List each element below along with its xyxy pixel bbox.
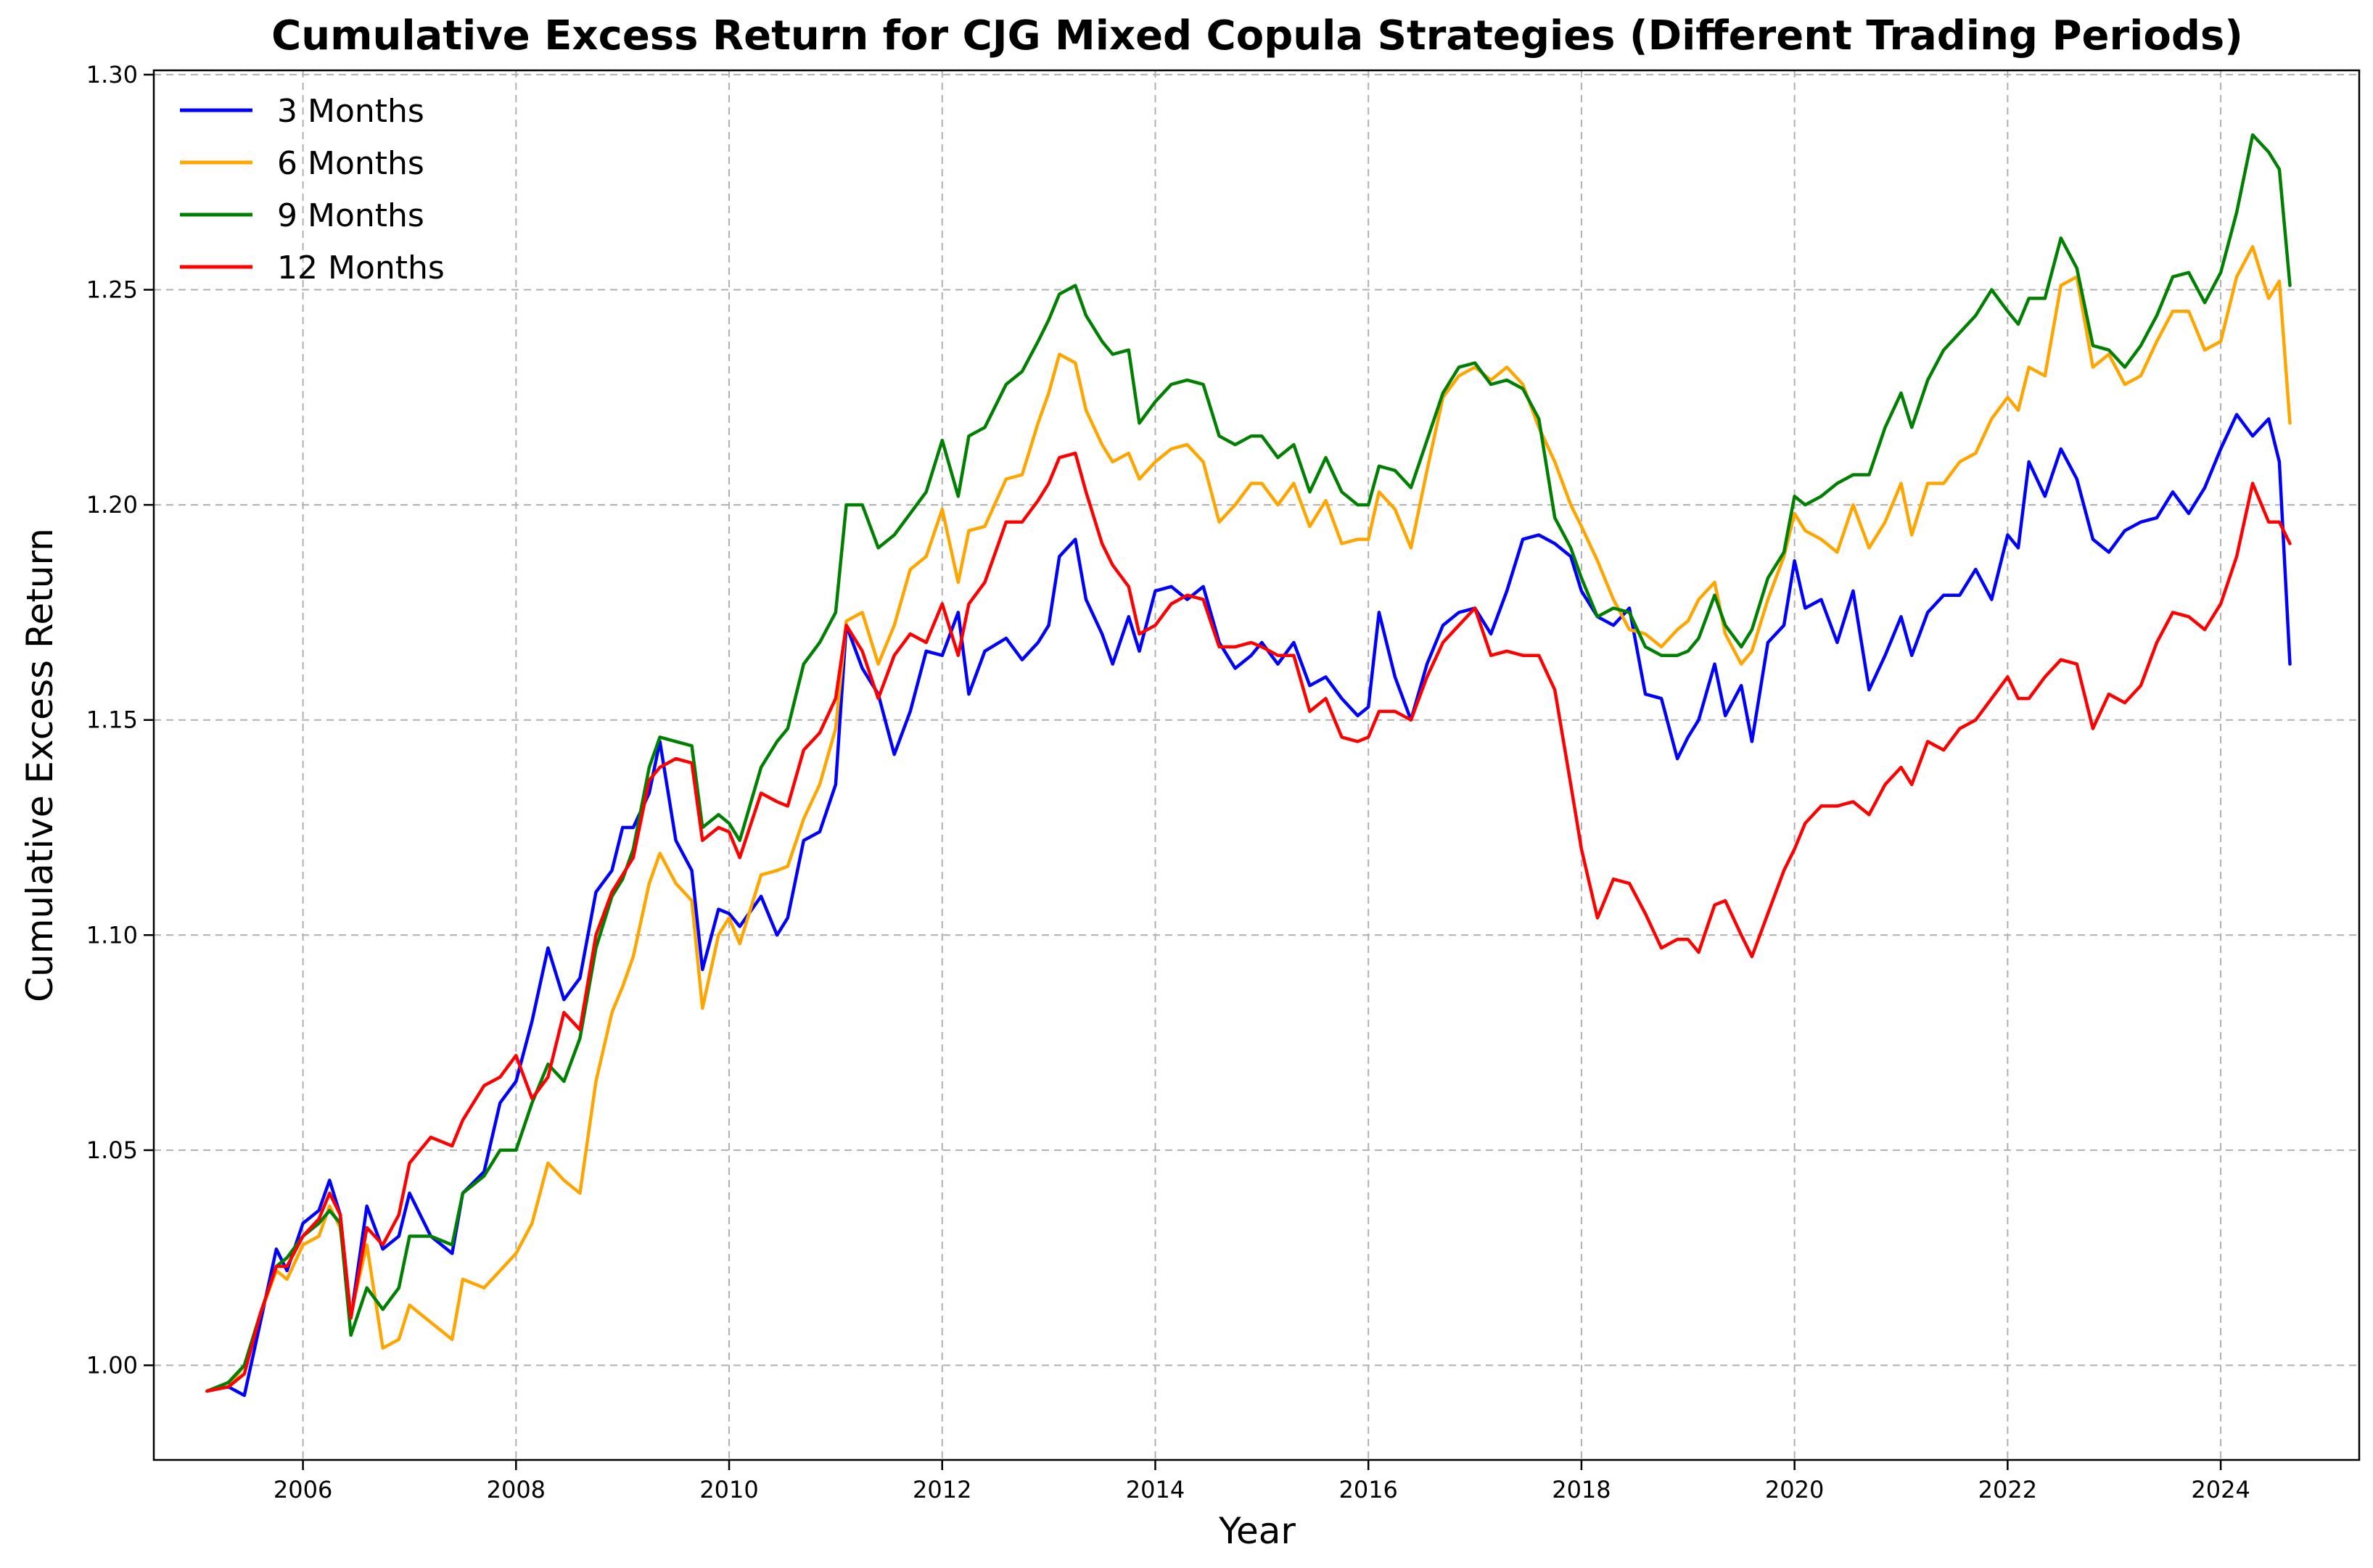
series-line-6-months (205, 244, 2292, 1393)
x-tick-label: 2024 (2191, 1476, 2250, 1503)
x-tick-label: 2020 (1765, 1476, 1824, 1503)
x-tick-label: 2022 (1978, 1476, 2037, 1503)
legend-entry-label: 6 Months (277, 145, 424, 182)
y-tick-label: 1.00 (86, 1351, 138, 1379)
legend: 3 Months 6 Months 9 Months 12 Months (180, 93, 445, 286)
axis-ticks: 2006 2008 2010 2012 2014 2016 2018 2020 2022 2024… (86, 61, 2250, 1503)
x-tick-label: 2006 (274, 1476, 332, 1503)
plot-frame (152, 69, 2361, 1461)
series-line-9-months (205, 133, 2292, 1393)
series-lines (205, 133, 2292, 1398)
y-tick-label: 1.30 (86, 61, 138, 88)
x-tick-label: 2014 (1126, 1476, 1185, 1503)
x-tick-label: 2012 (913, 1476, 971, 1503)
legend-entry-label: 3 Months (277, 93, 424, 130)
y-tick-label: 1.25 (86, 276, 138, 304)
x-axis-label: Year (1218, 1510, 1296, 1552)
y-axis-label: Cumulative Excess Return (19, 528, 61, 1002)
x-tick-label: 2008 (487, 1476, 546, 1503)
legend-entry-label: 12 Months (277, 249, 445, 286)
y-tick-label: 1.05 (86, 1136, 138, 1164)
series-line-3-months (205, 413, 2292, 1398)
y-tick-label: 1.15 (86, 706, 138, 734)
series-line-12-months (205, 451, 2292, 1393)
chart-title: Cumulative Excess Return for CJG Mixed C… (271, 12, 2243, 59)
gridlines (154, 70, 2359, 1460)
x-tick-label: 2010 (699, 1476, 758, 1503)
x-tick-label: 2018 (1552, 1476, 1611, 1503)
legend-entry-label: 9 Months (277, 197, 424, 234)
y-tick-label: 1.10 (86, 921, 138, 949)
x-tick-label: 2016 (1338, 1476, 1397, 1503)
y-tick-label: 1.20 (86, 491, 138, 519)
